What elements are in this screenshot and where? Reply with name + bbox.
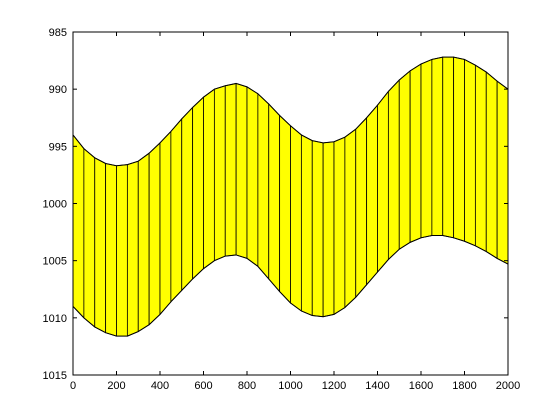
band-segment bbox=[333, 136, 346, 316]
y-tick-label: 1010 bbox=[43, 313, 67, 325]
band-segment bbox=[290, 124, 302, 312]
y-tick-label: 1015 bbox=[43, 370, 67, 382]
band-segment bbox=[420, 58, 433, 239]
band-segment bbox=[398, 70, 411, 250]
band-segment bbox=[366, 104, 378, 286]
band-segment bbox=[203, 88, 215, 270]
band-segment bbox=[474, 64, 487, 253]
band-segment bbox=[137, 152, 150, 333]
band-segment bbox=[105, 162, 117, 337]
band-segment bbox=[170, 117, 183, 303]
band-segment bbox=[322, 141, 335, 318]
x-tick-label: 1200 bbox=[322, 380, 346, 392]
band-segment bbox=[116, 164, 128, 337]
x-tick-label: 0 bbox=[70, 380, 76, 392]
band-segment bbox=[464, 58, 476, 247]
band-segment bbox=[126, 160, 139, 337]
x-tick-label: 1600 bbox=[409, 380, 433, 392]
y-axis: 985 990 995 1000 1005 1010 1015 bbox=[43, 27, 508, 382]
band-segment bbox=[268, 103, 281, 293]
x-tick-label: 2000 bbox=[496, 380, 520, 392]
band-segment bbox=[300, 134, 313, 317]
lower-boundary-line bbox=[72, 235, 509, 337]
band-segment bbox=[213, 85, 226, 262]
x-tick-label: 1400 bbox=[365, 380, 389, 392]
band-segment bbox=[94, 157, 107, 334]
y-tick-label: 985 bbox=[49, 27, 67, 39]
band-segment bbox=[72, 133, 85, 319]
y-tick-label: 1000 bbox=[43, 199, 67, 211]
x-tick-label: 800 bbox=[238, 380, 256, 392]
band-segment bbox=[148, 141, 161, 326]
band-segment bbox=[377, 90, 389, 274]
y-tick-label: 995 bbox=[49, 141, 67, 153]
x-tick-label: 400 bbox=[151, 380, 169, 392]
band-segment bbox=[192, 96, 204, 280]
band-segment bbox=[409, 63, 422, 243]
band-segment bbox=[344, 128, 357, 309]
band-segment bbox=[83, 147, 96, 328]
band-segment bbox=[311, 140, 324, 318]
band-segment bbox=[442, 56, 455, 239]
band-segment bbox=[159, 130, 172, 316]
y-tick-label: 1005 bbox=[43, 256, 67, 268]
y-tick-label: 990 bbox=[49, 84, 67, 96]
x-axis: 0 200 400 600 800 1000 1200 1400 1600 1800 2000 bbox=[70, 32, 520, 392]
band-segment bbox=[485, 71, 498, 260]
band-layer bbox=[72, 56, 509, 337]
band-segment bbox=[355, 116, 368, 299]
band-segment bbox=[431, 56, 444, 236]
band-segment bbox=[246, 86, 259, 268]
x-tick-label: 1800 bbox=[452, 380, 476, 392]
upper-boundary-line bbox=[72, 56, 509, 167]
x-tick-label: 600 bbox=[194, 380, 212, 392]
band-segment bbox=[181, 106, 194, 292]
curve-layer bbox=[72, 56, 509, 337]
band-segment bbox=[224, 82, 237, 257]
band-segment bbox=[279, 114, 291, 304]
x-tick-label: 1000 bbox=[278, 380, 302, 392]
band-segment bbox=[257, 92, 270, 281]
band-segment bbox=[453, 56, 465, 242]
band-segment bbox=[387, 79, 400, 261]
band-segment bbox=[235, 82, 248, 259]
x-tick-label: 200 bbox=[107, 380, 125, 392]
band-segment bbox=[496, 80, 509, 265]
